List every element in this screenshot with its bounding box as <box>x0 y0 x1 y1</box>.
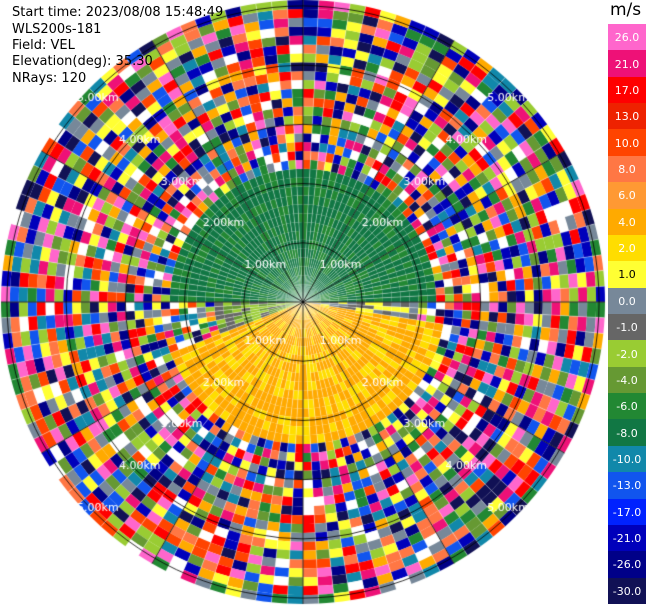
colorbar-cell <box>608 182 646 210</box>
velocity-colorbar: 26.0 21.0 17.0 13.0 10.0 8.0 6.0 4.0 2.0 1.0 0.0 -1… <box>608 24 646 605</box>
colorbar-tick-label: 10.0 <box>614 136 640 150</box>
colorbar-cell <box>608 366 646 394</box>
colorbar-tick-label: -2.0 <box>616 347 638 361</box>
colorbar-cell <box>608 208 646 236</box>
colorbar-cell <box>608 498 646 526</box>
colorbar-tick-label: 0.0 <box>618 294 636 308</box>
colorbar-cell <box>608 50 646 78</box>
colorbar-cell <box>608 445 646 473</box>
nrays-label: NRays: 120 <box>12 71 87 86</box>
colorbar-tick-label: -30.0 <box>612 584 642 598</box>
colorbar-cell <box>608 24 646 51</box>
field-label: Field: VEL <box>12 38 75 53</box>
colorbar-cell <box>608 234 646 262</box>
colorbar-cell <box>608 314 646 341</box>
colorbar-unit-label: m/s <box>610 0 642 20</box>
colorbar-cell <box>608 340 646 368</box>
colorbar-tick-label: 4.0 <box>618 215 636 229</box>
colorbar-tick-label: -4.0 <box>616 373 638 387</box>
elevation-label: Elevation(deg): 35.30 <box>12 54 153 69</box>
colorbar-tick-label: 8.0 <box>618 163 636 176</box>
colorbar-tick-label: 2.0 <box>618 242 636 256</box>
colorbar-cell <box>608 419 646 447</box>
colorbar-cell <box>608 76 646 104</box>
colorbar-tick-label: -21.0 <box>612 532 642 546</box>
colorbar-tick-label: 26.0 <box>614 31 640 45</box>
colorbar-cell <box>608 155 646 183</box>
colorbar-tick-label: -26.0 <box>612 558 642 572</box>
site-label: WLS200s-181 <box>12 22 102 37</box>
colorbar-tick-label: -6.0 <box>616 400 638 414</box>
colorbar-tick-label: -17.0 <box>612 505 642 519</box>
colorbar-tick-label: 6.0 <box>618 189 636 203</box>
colorbar-cell <box>608 129 646 157</box>
colorbar-tick-label: -10.0 <box>612 453 642 466</box>
colorbar-tick-label: 17.0 <box>614 83 640 97</box>
colorbar-tick-label: 13.0 <box>614 110 640 124</box>
colorbar-tick-label: -13.0 <box>612 479 642 493</box>
colorbar-cell <box>608 103 646 130</box>
colorbar-cell <box>608 261 646 289</box>
start-time-label: Start time: 2023/08/08 15:48:49 <box>12 5 224 20</box>
colorbar-tick-label: -8.0 <box>616 426 638 440</box>
colorbar-cell <box>608 524 646 552</box>
colorbar-cell <box>608 287 646 315</box>
colorbar-tick-label: 21.0 <box>614 57 640 71</box>
colorbar-cell <box>608 577 646 605</box>
colorbar-tick-label: -1.0 <box>616 321 638 335</box>
colorbar-cell <box>608 551 646 579</box>
colorbar-cell <box>608 393 646 420</box>
colorbar-cell <box>608 472 646 500</box>
colorbar-tick-label: 1.0 <box>618 268 636 282</box>
